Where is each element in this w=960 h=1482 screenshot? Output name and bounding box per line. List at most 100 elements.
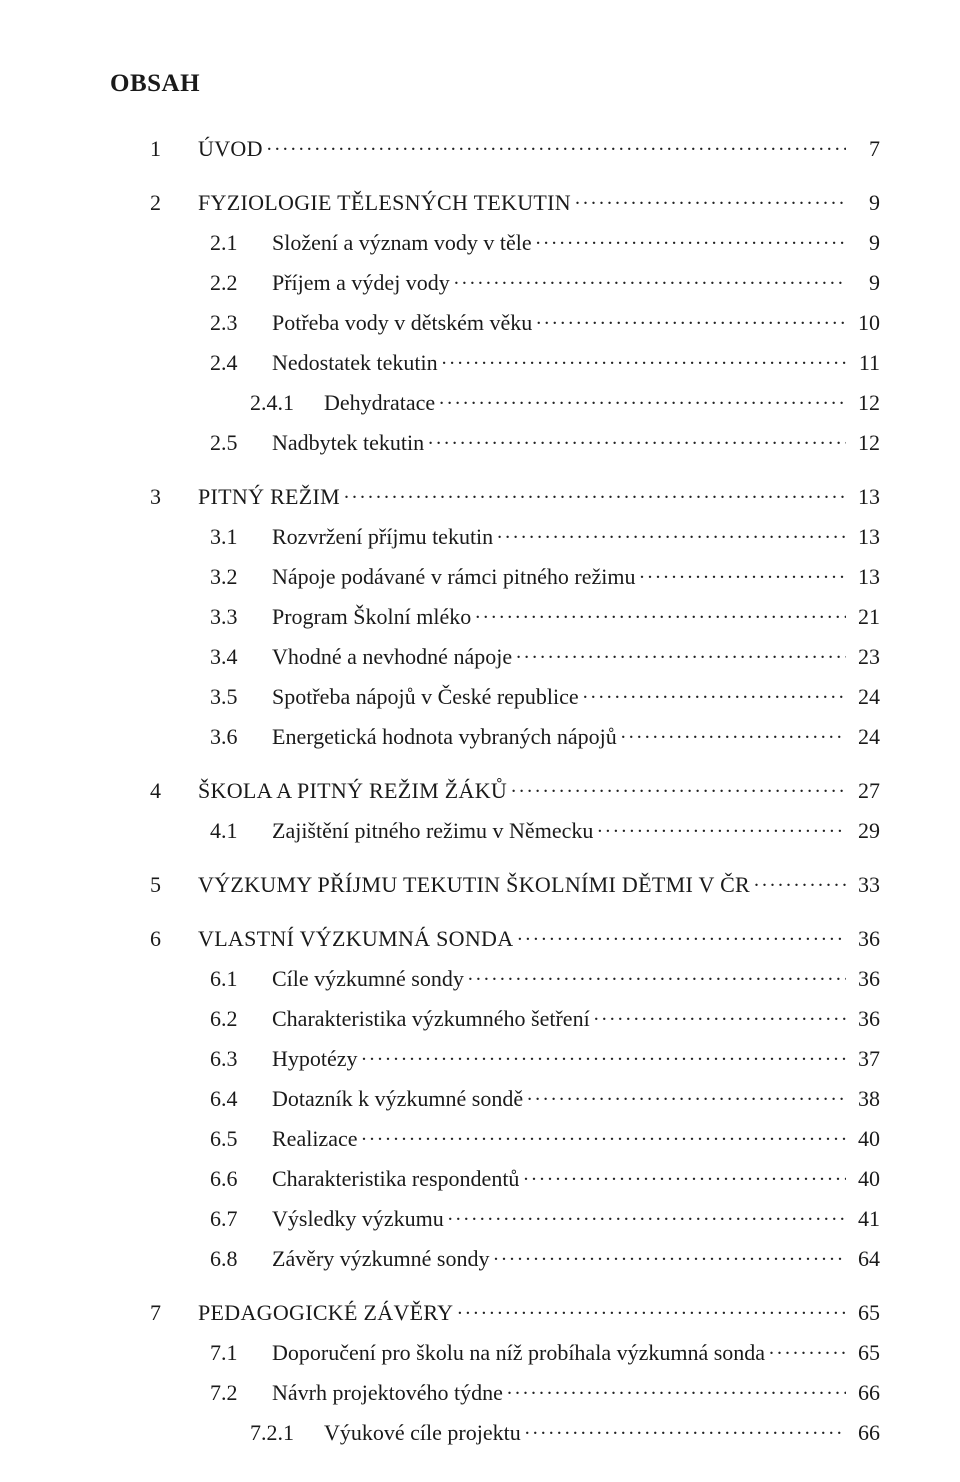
toc-number: 6.4 <box>210 1088 272 1110</box>
toc-number: 7 <box>150 1302 198 1324</box>
toc-label: Složení a význam vody v těle <box>272 232 536 254</box>
dot-leader <box>517 924 846 946</box>
dot-leader <box>527 1084 846 1106</box>
toc-row: 6.1Cíle výzkumné sondy36 <box>150 964 880 990</box>
toc-row: 3.4Vhodné a nevhodné nápoje 23 <box>150 642 880 668</box>
dot-leader <box>448 1204 846 1226</box>
toc-label: Potřeba vody v dětském věku <box>272 312 536 334</box>
toc-label: Hypotézy <box>272 1048 362 1070</box>
toc-row: 7PEDAGOGICKÉ ZÁVĚRY 65 <box>150 1298 880 1324</box>
toc-row: 6.6Charakteristika respondentů40 <box>150 1164 880 1190</box>
toc-label: Rozvržení příjmu tekutin <box>272 526 497 548</box>
toc-number: 2.4.1 <box>250 392 324 414</box>
dot-leader <box>457 1298 846 1320</box>
toc-page: 65 <box>846 1342 880 1364</box>
toc-page: 9 <box>846 232 880 254</box>
dot-leader <box>754 870 846 892</box>
dot-leader <box>439 388 846 410</box>
toc-page: 9 <box>846 272 880 294</box>
dot-leader <box>362 1124 847 1146</box>
toc-label: Realizace <box>272 1128 362 1150</box>
toc-page: 36 <box>846 928 880 950</box>
toc-number: 3.2 <box>210 566 272 588</box>
toc-row: 2.5Nadbytek tekutin12 <box>150 428 880 454</box>
toc-page: 27 <box>846 780 880 802</box>
toc-number: 6.8 <box>210 1248 272 1270</box>
dot-leader <box>594 1004 846 1026</box>
toc-label: Dehydratace <box>324 392 439 414</box>
toc-row: 2FYZIOLOGIE TĚLESNÝCH TEKUTIN9 <box>150 188 880 214</box>
toc-page: 10 <box>846 312 880 334</box>
toc-label: Vhodné a nevhodné nápoje <box>272 646 516 668</box>
toc-page: 65 <box>846 1302 880 1324</box>
dot-leader <box>523 1164 846 1186</box>
toc-page: 24 <box>846 686 880 708</box>
toc-number: 7.1 <box>210 1342 272 1364</box>
toc-label: Doporučení pro školu na níž probíhala vý… <box>272 1342 769 1364</box>
section-gap <box>110 910 880 924</box>
toc-number: 6.2 <box>210 1008 272 1030</box>
toc-page: 21 <box>846 606 880 628</box>
toc-list: 1ÚVOD72FYZIOLOGIE TĚLESNÝCH TEKUTIN92.1S… <box>110 134 880 1444</box>
toc-number: 2.4 <box>210 352 272 374</box>
toc-page: 11 <box>846 352 880 374</box>
toc-row: 1ÚVOD7 <box>150 134 880 160</box>
toc-row: 4ŠKOLA A PITNÝ REŽIM ŽÁKŮ27 <box>150 776 880 802</box>
dot-leader <box>428 428 846 450</box>
toc-number: 3.3 <box>210 606 272 628</box>
toc-label: PEDAGOGICKÉ ZÁVĚRY <box>198 1302 457 1324</box>
dot-leader <box>769 1338 846 1360</box>
toc-page: 37 <box>846 1048 880 1070</box>
toc-page: 9 <box>846 192 880 214</box>
toc-page: 40 <box>846 1168 880 1190</box>
toc-page: 66 <box>846 1382 880 1404</box>
toc-page: 29 <box>846 820 880 842</box>
dot-leader <box>597 816 846 838</box>
toc-label: Cíle výzkumné sondy <box>272 968 468 990</box>
dot-leader <box>494 1244 847 1266</box>
toc-number: 2.5 <box>210 432 272 454</box>
toc-label: Výukové cíle projektu <box>324 1422 525 1444</box>
toc-page: 23 <box>846 646 880 668</box>
dot-leader <box>575 188 846 210</box>
toc-number: 2 <box>150 192 198 214</box>
toc-page: 7 <box>846 138 880 160</box>
toc-label: Zajištění pitného režimu v Německu <box>272 820 597 842</box>
toc-label: VÝZKUMY PŘÍJMU TEKUTIN ŠKOLNÍMI DĚTMI V … <box>198 874 754 896</box>
toc-row: 5VÝZKUMY PŘÍJMU TEKUTIN ŠKOLNÍMI DĚTMI V… <box>150 870 880 896</box>
toc-page: 13 <box>846 566 880 588</box>
toc-row: 3PITNÝ REŽIM13 <box>150 482 880 508</box>
toc-number: 3.4 <box>210 646 272 668</box>
toc-label: Charakteristika výzkumného šetření <box>272 1008 594 1030</box>
toc-row: 7.2.1Výukové cíle projektu66 <box>150 1418 880 1444</box>
section-gap <box>110 468 880 482</box>
dot-leader <box>511 776 846 798</box>
toc-row: 3.3Program Školní mléko 21 <box>150 602 880 628</box>
toc-label: PITNÝ REŽIM <box>198 486 344 508</box>
toc-label: Program Školní mléko <box>272 606 475 628</box>
toc-row: 4.1Zajištění pitného režimu v Německu29 <box>150 816 880 842</box>
dot-leader <box>621 722 846 744</box>
toc-label: Nedostatek tekutin <box>272 352 442 374</box>
toc-label: Návrh projektového týdne <box>272 1382 507 1404</box>
dot-leader <box>516 642 846 664</box>
section-gap <box>110 762 880 776</box>
dot-leader <box>497 522 846 544</box>
dot-leader <box>442 348 846 370</box>
toc-label: Závěry výzkumné sondy <box>272 1248 494 1270</box>
toc-number: 3.6 <box>210 726 272 748</box>
dot-leader <box>525 1418 846 1440</box>
toc-label: Dotazník k výzkumné sondě <box>272 1088 527 1110</box>
toc-number: 5 <box>150 874 198 896</box>
toc-row: 7.1Doporučení pro školu na níž probíhala… <box>150 1338 880 1364</box>
toc-title: OBSAH <box>110 70 880 98</box>
toc-label: Výsledky výzkumu <box>272 1208 448 1230</box>
toc-label: Energetická hodnota vybraných nápojů <box>272 726 621 748</box>
toc-row: 2.4.1Dehydratace12 <box>150 388 880 414</box>
toc-number: 6.6 <box>210 1168 272 1190</box>
toc-label: Příjem a výdej vody <box>272 272 454 294</box>
toc-number: 6.1 <box>210 968 272 990</box>
toc-row: 7.2Návrh projektového týdne66 <box>150 1378 880 1404</box>
toc-page: 13 <box>846 526 880 548</box>
toc-row: 6.4Dotazník k výzkumné sondě38 <box>150 1084 880 1110</box>
